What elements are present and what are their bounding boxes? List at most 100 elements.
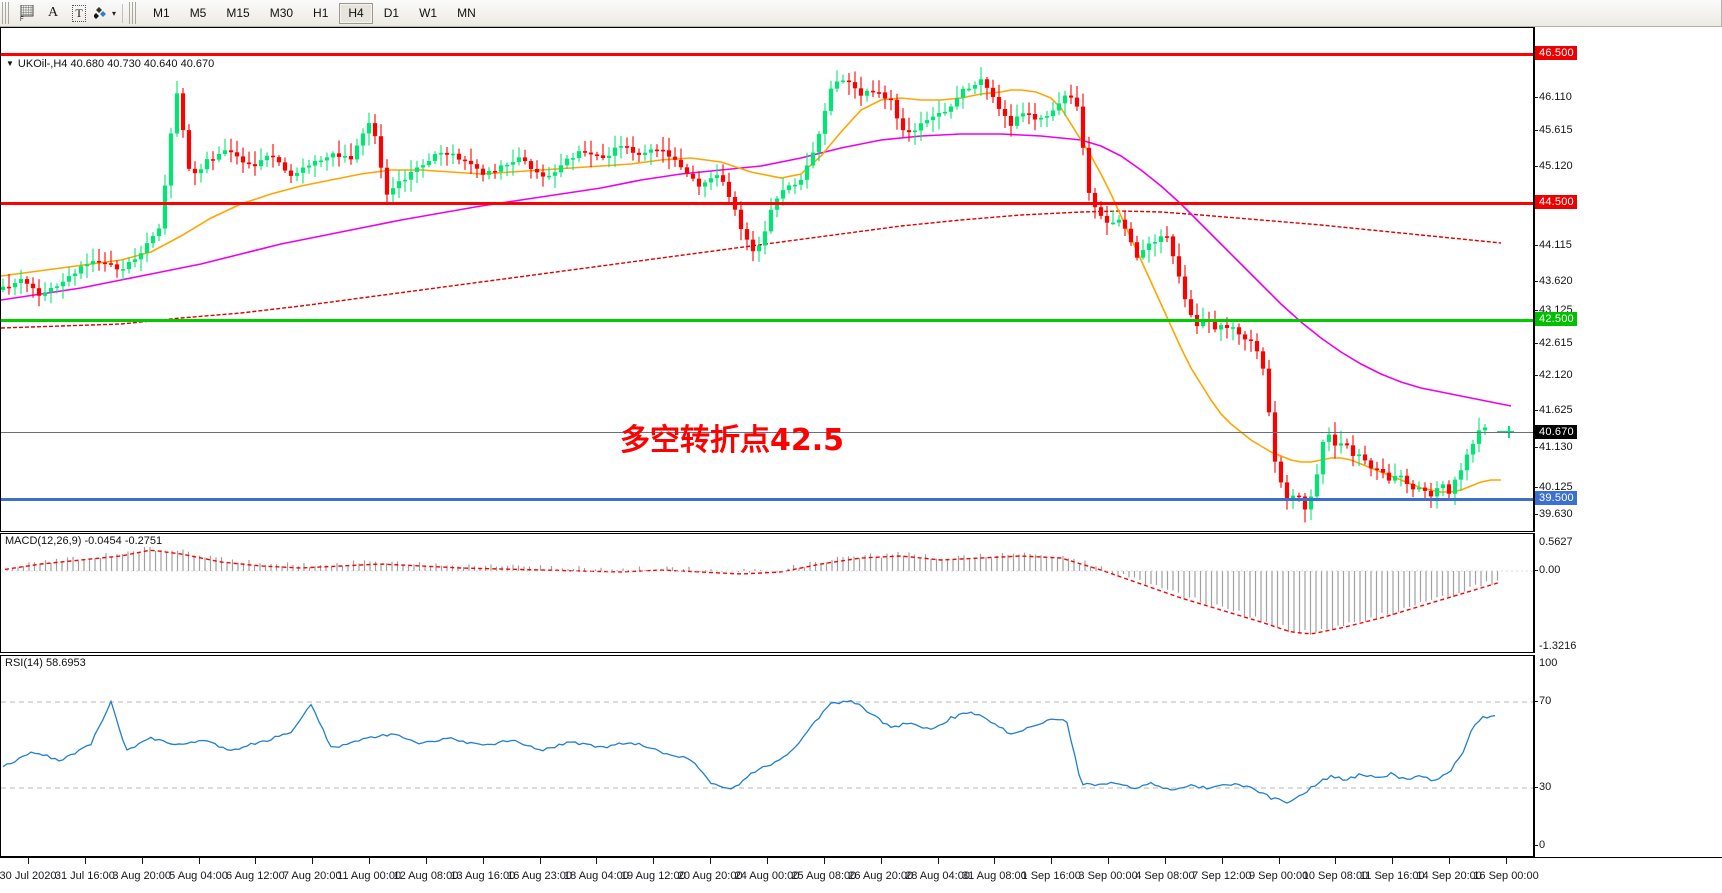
- candlestick: [282, 157, 288, 173]
- candlestick: [612, 135, 618, 167]
- time-tick: [28, 858, 29, 864]
- macd-canvas: [1, 546, 1533, 635]
- candlestick: [828, 80, 834, 116]
- timeframe-button-w1[interactable]: W1: [419, 6, 438, 20]
- timeframe-button-d1[interactable]: D1: [383, 6, 400, 20]
- time-axis-label: 11 Aug 00:00: [337, 870, 402, 882]
- candlestick: [60, 273, 66, 299]
- rsi-line: [2, 699, 1496, 804]
- candlestick: [774, 195, 780, 218]
- candlestick: [384, 159, 390, 204]
- time-tick: [482, 858, 484, 864]
- chevron-down-icon[interactable]: ▾: [112, 8, 117, 18]
- candlestick: [528, 158, 534, 179]
- candlestick: [264, 152, 270, 167]
- resistance-line-44500[interactable]: [1, 202, 1533, 205]
- price-tick: 44.115: [1534, 239, 1572, 251]
- candlestick: [432, 151, 438, 165]
- candlestick: [906, 117, 912, 142]
- candlestick: [1332, 422, 1338, 459]
- text-label-tool-icon[interactable]: T: [67, 2, 91, 24]
- candlestick: [588, 140, 594, 168]
- time-tick: [425, 858, 427, 864]
- candlestick: [198, 163, 204, 183]
- candlestick: [300, 158, 306, 184]
- candlestick: [804, 152, 810, 189]
- timeframe-button-mn[interactable]: MN: [457, 6, 476, 20]
- pivot-line-42500[interactable]: [1, 319, 1533, 322]
- time-axis-label: 16 Sep 00:00: [1473, 870, 1539, 882]
- candlestick: [1122, 211, 1128, 237]
- candlestick: [690, 165, 696, 182]
- timeframe-button-m15[interactable]: M15: [226, 6, 250, 20]
- candlestick: [654, 144, 660, 158]
- candlestick: [90, 248, 96, 273]
- symbol-header[interactable]: ▼ UKOil-,H4 40.680 40.730 40.640 40.670: [2, 56, 215, 71]
- time-axis-label: 31 Jul 16:00: [54, 870, 115, 882]
- candlestick: [1446, 480, 1452, 501]
- macd-panel[interactable]: [0, 533, 1534, 653]
- chart-annotation-text[interactable]: 多空转折点42.5: [620, 423, 845, 458]
- price-chart-panel[interactable]: ▼ UKOil-,H4 40.680 40.730 40.640 40.670: [0, 27, 1534, 532]
- candlestick: [1464, 448, 1470, 481]
- candlestick: [372, 114, 378, 145]
- time-axis-label: 7 Aug 20:00: [282, 870, 342, 882]
- candlestick: [708, 171, 714, 191]
- time-axis-label: 1 Sep 16:00: [1021, 870, 1081, 882]
- symbol-ohlc-text: UKOil-,H4 40.680 40.730 40.640 40.670: [17, 57, 215, 70]
- candlestick: [1008, 104, 1014, 137]
- time-tick: [255, 858, 257, 864]
- time-tick: [1164, 858, 1166, 864]
- candlestick: [1314, 464, 1320, 502]
- candlestick: [12, 278, 18, 296]
- time-axis-label: 26 Aug 20:00: [848, 870, 914, 882]
- candlestick: [1410, 480, 1416, 498]
- time-tick: [767, 858, 768, 864]
- candlestick-series: [1, 67, 1514, 523]
- timeframe-group: M1 M5 M15 M30 H1 H4 D1 W1 MN: [143, 2, 486, 24]
- price-axis-line: [1534, 27, 1535, 532]
- timeframe-drag-handle[interactable]: [129, 2, 139, 24]
- time-tick: [1221, 858, 1223, 864]
- candlestick: [1326, 427, 1332, 452]
- objects-shapes-icon[interactable]: ▾: [93, 2, 117, 24]
- timeframe-button-h1[interactable]: H1: [313, 6, 329, 20]
- text-tool-icon[interactable]: A: [47, 5, 59, 20]
- time-axis-label: 18 Aug 04:00: [564, 870, 629, 882]
- candlestick: [1200, 307, 1206, 329]
- ma-mid-line: [1, 133, 1512, 407]
- candlestick: [18, 269, 24, 295]
- candlestick: [360, 128, 366, 156]
- candlestick: [1158, 229, 1164, 254]
- time-tick: [1335, 858, 1337, 864]
- crosshair-grid-icon[interactable]: F: [15, 2, 39, 24]
- timeframe-button-m5[interactable]: M5: [189, 6, 207, 20]
- toolbar-drag-handle[interactable]: [2, 2, 11, 24]
- candlestick: [816, 131, 822, 162]
- candlestick: [1056, 92, 1062, 116]
- candlestick: [666, 137, 672, 170]
- chevron-down-icon[interactable]: ▼: [6, 59, 14, 68]
- timeframe-button-m1[interactable]: M1: [153, 6, 170, 20]
- candlestick: [234, 140, 240, 165]
- candlestick: [522, 149, 528, 165]
- candlestick: [48, 282, 54, 304]
- timeframe-button-m30[interactable]: M30: [269, 6, 294, 20]
- candlestick: [1230, 322, 1236, 341]
- candlestick: [1134, 235, 1140, 261]
- price-axis[interactable]: 46.620 46.110 45.615 45.120 44.625 44.11…: [1534, 27, 1722, 553]
- macd-tick: 0.5627: [1539, 536, 1573, 548]
- time-tick: [1278, 858, 1280, 864]
- candlestick: [1152, 234, 1158, 257]
- resistance-line-46500[interactable]: [1, 53, 1533, 56]
- candlestick: [1074, 85, 1080, 111]
- candlestick: [1188, 289, 1194, 318]
- candlestick: [426, 153, 432, 168]
- candlestick: [948, 103, 954, 119]
- rsi-panel[interactable]: [0, 655, 1534, 857]
- candlestick: [606, 147, 612, 168]
- candlestick: [1218, 322, 1224, 342]
- timeframe-button-h4[interactable]: H4: [339, 2, 373, 24]
- support-line-39500[interactable]: [1, 498, 1533, 501]
- time-axis-label: 5 Aug 04:00: [169, 870, 228, 882]
